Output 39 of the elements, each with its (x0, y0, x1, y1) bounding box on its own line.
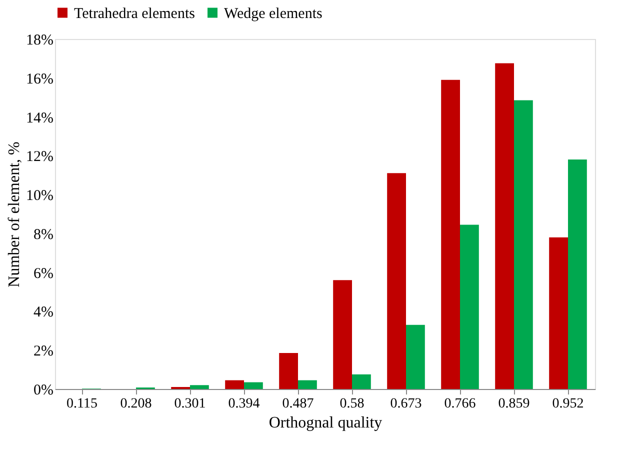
x-tick-label: 0.673 (390, 396, 422, 412)
x-tick-label: 0.394 (228, 396, 260, 412)
y-tick-label: 4% (34, 304, 54, 321)
x-tick-label: 0.208 (120, 396, 152, 412)
bar (352, 374, 371, 389)
y-tick-label: 16% (26, 71, 54, 88)
bar (406, 324, 425, 389)
y-axis-title: Number of element, % (6, 142, 24, 288)
legend-label: Tetrahedra elements (74, 6, 196, 22)
bar (298, 380, 317, 389)
x-tick-label: 0.58 (340, 396, 364, 412)
x-tick-label: 0.766 (444, 396, 476, 412)
bar (190, 385, 209, 389)
x-tick-label: 0.952 (552, 396, 584, 412)
bar (387, 173, 406, 389)
bar (244, 382, 263, 389)
bar (495, 63, 514, 389)
bar (225, 380, 244, 389)
bar (514, 100, 533, 389)
x-tick-label: 0.301 (174, 396, 206, 412)
y-tick-label: 12% (26, 149, 54, 166)
y-tick-label: 18% (26, 32, 54, 48)
x-tick-label: 0.487 (282, 396, 314, 412)
bar (279, 353, 298, 389)
y-tick-label: 6% (34, 266, 54, 282)
bar (441, 80, 460, 389)
x-tick-label: 0.859 (498, 396, 530, 412)
y-tick-label: 8% (34, 226, 54, 243)
bar (460, 224, 479, 389)
y-tick-label: 10% (26, 188, 54, 204)
x-tick-label: 0.115 (66, 396, 98, 412)
bar (568, 160, 587, 389)
bar (549, 237, 568, 389)
x-axis-title: Orthognal quality (268, 414, 382, 432)
bar (333, 280, 352, 389)
y-tick-label: 0% (34, 382, 54, 398)
y-tick-label: 14% (26, 110, 54, 126)
legend-label: Wedge elements (224, 6, 322, 22)
y-tick-label: 2% (34, 344, 54, 360)
